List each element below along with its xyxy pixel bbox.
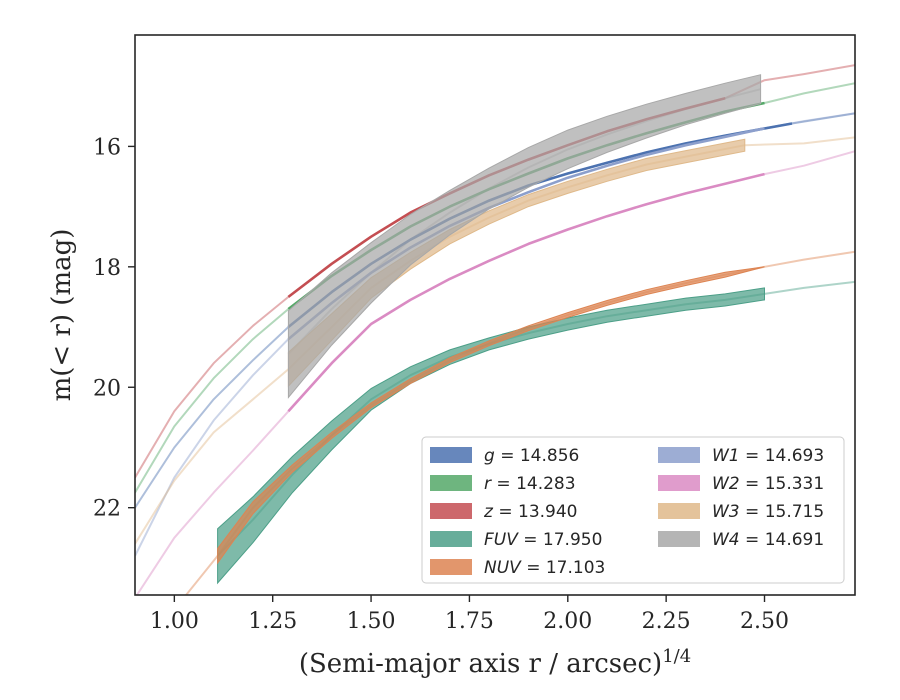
x-tick-label: 2.00 [543, 609, 592, 634]
legend-total-value: 17.103 [546, 558, 605, 578]
legend-label-g: g = 14.856 [484, 446, 579, 466]
legend-total-value: 15.715 [765, 502, 824, 522]
legend-equals: = [740, 502, 765, 522]
series-band-W4 [287, 74, 762, 399]
axis-ticks: 1.00 1.25 1.50 1.75 2.00 2.25 2.50 16 18 20 22 [93, 135, 789, 634]
y-tick-label: 18 [93, 256, 121, 281]
legend: g = 14.856 r = 14.283 z = 13.940 FUV = 17.9… [421, 436, 845, 584]
legend-band-name: NUV [484, 558, 522, 578]
legend-total-value: 14.856 [520, 446, 579, 466]
legend-label-W3: W3 = 15.715 [712, 502, 824, 522]
legend-band-name: z [483, 502, 494, 522]
x-tick-label: 1.50 [347, 609, 396, 634]
legend-label-r: r = 14.283 [484, 474, 576, 494]
legend-swatch-g [430, 447, 472, 463]
legend-equals: = [491, 474, 516, 494]
legend-band-name: W4 [712, 530, 740, 550]
y-tick-label: 16 [93, 135, 121, 160]
x-tick-label: 1.00 [150, 609, 199, 634]
legend-label-W2: W2 = 15.331 [712, 474, 824, 494]
legend-band-name: W1 [712, 446, 740, 466]
legend-band-name: W2 [712, 474, 740, 494]
legend-band-name: r [484, 474, 492, 494]
y-axis-label: m(< r) (mag) [47, 229, 77, 402]
legend-swatch-W1 [658, 447, 700, 463]
x-tick-label: 2.50 [740, 609, 789, 634]
legend-band-name: g [484, 446, 495, 466]
legend-equals: = [740, 530, 765, 550]
legend-total-value: 13.940 [518, 502, 577, 522]
series-line-W2 [287, 172, 765, 413]
legend-box [421, 436, 845, 584]
x-axis-label: (Semi-major axis r / arcsec)1/4 [299, 646, 691, 679]
x-tick-label: 1.75 [445, 609, 494, 634]
legend-equals: = [740, 446, 765, 466]
legend-band-name: FUV [484, 530, 519, 550]
legend-swatch-FUV [430, 531, 472, 547]
legend-swatch-W2 [658, 475, 700, 491]
legend-total-value: 15.331 [765, 474, 824, 494]
legend-swatch-W3 [658, 503, 700, 519]
legend-total-value: 17.950 [543, 530, 602, 550]
legend-label-W1: W1 = 14.693 [712, 446, 824, 466]
legend-equals: = [521, 558, 546, 578]
legend-label-NUV: NUV = 17.103 [484, 558, 605, 578]
legend-equals: = [493, 502, 518, 522]
legend-equals: = [740, 474, 765, 494]
legend-band-name: W3 [712, 502, 740, 522]
series-band-NUV [217, 266, 765, 565]
y-tick-label: 20 [93, 376, 121, 401]
legend-label-FUV: FUV = 17.950 [484, 530, 602, 550]
legend-equals: = [518, 530, 543, 550]
legend-swatch-W4 [658, 531, 700, 547]
legend-equals: = [495, 446, 520, 466]
legend-label-z: z = 13.940 [483, 502, 577, 522]
legend-swatch-r [430, 475, 472, 491]
x-tick-label: 2.25 [642, 609, 691, 634]
y-tick-label: 22 [93, 497, 121, 522]
legend-label-W4: W4 = 14.691 [712, 530, 824, 550]
legend-total-value: 14.283 [516, 474, 575, 494]
legend-swatch-NUV [430, 559, 472, 575]
plot-frame [134, 34, 856, 596]
legend-total-value: 14.691 [765, 530, 824, 550]
x-tick-label: 1.25 [248, 609, 297, 634]
series-band-FUV [217, 287, 765, 585]
legend-swatch-z [430, 503, 472, 519]
legend-total-value: 14.693 [765, 446, 824, 466]
plot-area [135, 64, 855, 595]
